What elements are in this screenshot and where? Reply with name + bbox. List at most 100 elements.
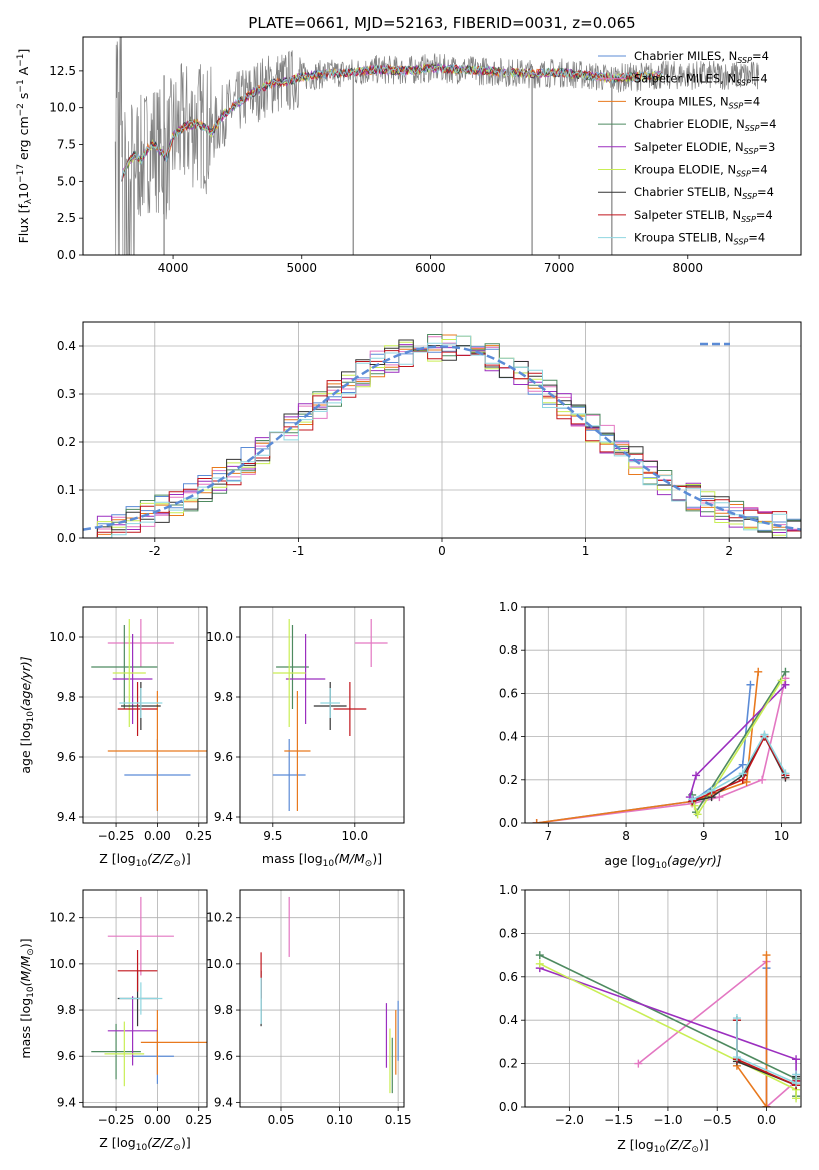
label-part: −17	[16, 164, 26, 183]
label-part: 10	[136, 859, 148, 869]
legend-sub: SSP	[734, 238, 749, 247]
y-tick-label: 9.4	[57, 810, 76, 824]
axes-frame	[82, 606, 208, 824]
chart-age_vs_Z: −0.25 0.00 0.259.49.69.810.0Z [log10(Z/Z⊙)…	[18, 606, 212, 869]
y-tick-label: 0.1	[57, 483, 76, 497]
weight-marker	[762, 1103, 771, 1107]
y-tick-label: 0.0	[57, 531, 76, 545]
x-tick-label: 0.10	[326, 1113, 353, 1127]
label-part: ⊙	[691, 1145, 699, 1155]
weight-marker	[690, 801, 699, 810]
label-part: (M/M	[18, 956, 33, 987]
weight-marker	[792, 1070, 801, 1079]
label-part: )]	[699, 1137, 709, 1152]
x-tick-label: −0.5	[703, 1113, 732, 1127]
weight-marker	[792, 1079, 801, 1088]
label-part: −1	[16, 54, 26, 67]
x-tick-label: 7	[545, 829, 553, 843]
weight-marker	[634, 1059, 643, 1068]
y-tick-label: 10.0	[49, 957, 76, 971]
chart-age_vs_mass: 9.5 10.0 9.4 9.6 9.8 10.0 mass [log10(M/M⊙)]	[206, 606, 405, 869]
x-tick-label: 0.05	[268, 1113, 295, 1127]
hist-step-kroupa-stelib	[96, 335, 788, 538]
x-tick-label: 9	[700, 829, 708, 843]
legend-tail: =4	[756, 208, 773, 222]
weight-marker	[762, 951, 771, 960]
x-tick-label: −1.0	[653, 1113, 682, 1127]
weight-marker	[535, 959, 544, 968]
label-part: s	[16, 93, 31, 104]
x-axis-label: Z [log10(Z/Z⊙)]	[99, 1135, 190, 1153]
weight-marker	[792, 1055, 801, 1064]
legend-label: Chabrier STELIB, NSSP=4	[634, 185, 774, 201]
x-tick-label: −0.25	[98, 1113, 135, 1127]
label-part: ⊙	[365, 859, 373, 869]
label-part: ⊙	[173, 859, 181, 869]
label-part: −1	[16, 79, 26, 92]
model-line-kroupa-stelib	[121, 63, 663, 182]
label-part: )]	[372, 851, 382, 866]
legend-sub: SSP	[736, 170, 751, 179]
y-tick-label: 10.0	[206, 957, 233, 971]
axes-frame	[524, 889, 802, 1108]
label-part: Z [log	[99, 851, 135, 866]
weight-marker	[715, 793, 724, 802]
weight-marker	[781, 769, 790, 778]
weight-line-salpeter-miles	[536, 678, 787, 823]
x-tick-label: 9.5	[263, 829, 282, 843]
label-part: Z [log	[99, 1135, 135, 1150]
label-part: ⊙	[173, 1143, 181, 1153]
x-tick-label: 0	[438, 544, 446, 558]
label-part: (Z/Z	[147, 1135, 174, 1150]
label-part: (age/yr)]	[667, 853, 722, 868]
legend-tail: =4	[752, 49, 769, 63]
label-part: )]	[18, 938, 33, 948]
label-part: 10	[26, 711, 36, 723]
legend-label: Chabrier ELODIE, NSSP=4	[634, 117, 776, 133]
legend-text: Kroupa MILES, N	[634, 94, 729, 108]
legend-text: Salpeter ELODIE, N	[634, 140, 744, 154]
legend-sub: SSP	[741, 215, 756, 224]
weight-line-kroupa-stelib	[736, 1018, 797, 1085]
label-part: age [log	[18, 722, 33, 773]
x-tick-label: 8000	[672, 261, 703, 275]
legend-text: Chabrier ELODIE, N	[634, 117, 745, 131]
label-part: mass [log	[18, 998, 33, 1059]
label-part: erg cm	[16, 116, 31, 164]
y-axis-label: mass [log10(M/M⊙)]	[18, 938, 36, 1058]
x-tick-label: 0.00	[144, 1113, 171, 1127]
y-tick-label: 0.6	[499, 970, 518, 984]
label-part: 10	[16, 183, 31, 199]
legend-text: Chabrier STELIB, N	[634, 185, 742, 199]
label-part: (age/yr)]	[18, 656, 33, 711]
weight-line-kroupa-miles	[536, 671, 759, 823]
y-tick-label: 12.5	[49, 64, 76, 78]
x-tick-label: -2	[149, 544, 161, 558]
y-tick-label: 9.8	[214, 690, 233, 704]
axes-frame	[239, 606, 405, 824]
legend-label: Kroupa ELODIE, NSSP=4	[634, 163, 768, 179]
x-tick-label: -1	[292, 544, 304, 558]
legend-label: Kroupa STELIB, NSSP=4	[634, 231, 765, 247]
y-axis-label: age [log10(age/yr)]	[18, 656, 36, 773]
x-axis-label: age [log10(age/yr)]	[604, 853, 721, 871]
y-tick-label: 5.0	[57, 174, 76, 188]
y-tick-label: 10.0	[206, 630, 233, 644]
legend-text: Salpeter MILES, N	[634, 72, 736, 86]
label-part: 10	[26, 986, 36, 998]
plot-area	[260, 896, 399, 1094]
weight-marker	[792, 1094, 801, 1103]
label-part: 10	[323, 859, 335, 869]
plot-area	[272, 619, 388, 811]
hist-step-salpeter-stelib	[96, 350, 801, 538]
y-tick-label: 9.8	[57, 690, 76, 704]
axes-frame	[82, 889, 208, 1108]
label-part: ]	[16, 49, 31, 54]
y-tick-label: 0.4	[499, 1013, 518, 1027]
legend-tail: =4	[743, 94, 760, 108]
legend-sub: SSP	[736, 79, 751, 88]
y-tick-label: 9.6	[214, 750, 233, 764]
y-tick-label: 0.8	[499, 643, 518, 657]
label-part: 10	[654, 1145, 666, 1155]
x-tick-label: −1.5	[604, 1113, 633, 1127]
